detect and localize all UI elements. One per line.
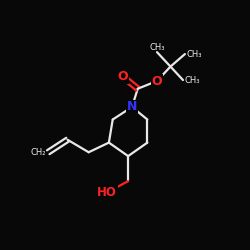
Text: CH₃: CH₃ [187, 50, 202, 58]
Text: CH₃: CH₃ [149, 43, 165, 52]
Text: CH₃: CH₃ [185, 76, 200, 84]
Text: O: O [152, 74, 162, 88]
Text: N: N [127, 100, 137, 114]
Text: CH₂: CH₂ [31, 148, 46, 157]
Text: HO: HO [97, 186, 117, 199]
Text: O: O [117, 70, 128, 83]
